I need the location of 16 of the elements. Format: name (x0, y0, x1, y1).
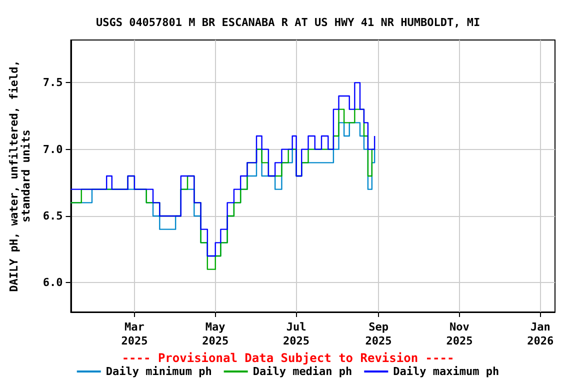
legend-label: Daily minimum ph (106, 365, 212, 378)
y-tick-label: 6.5 (42, 210, 63, 222)
x-tick-label: Nov 2025 (446, 320, 473, 348)
y-tick-label: 7.5 (42, 76, 63, 90)
legend-label: Daily maximum ph (393, 365, 500, 378)
x-tick-label: Jul 2025 (283, 320, 310, 348)
x-tick-label: Sep 2025 (365, 320, 392, 348)
x-tick-label: May 2025 (202, 320, 229, 348)
y-axis-title: DAILY pH, water, unfiltered, field, standard units (8, 60, 32, 292)
x-tick-label: Jan 2026 (527, 320, 554, 348)
y-tick-label: 6.0 (42, 276, 63, 290)
y-tick-label: 7.0 (42, 142, 63, 156)
text: ---- Provisional Data Subject to Revision ---- (122, 351, 454, 365)
legend-label: Daily median ph (252, 365, 352, 378)
chart-title: USGS 04057801 M BR ESCANABA R AT US HWY 41 NR HUMBOLDT, MI (96, 16, 480, 29)
x-tick-label: Mar 2025 (121, 320, 148, 348)
